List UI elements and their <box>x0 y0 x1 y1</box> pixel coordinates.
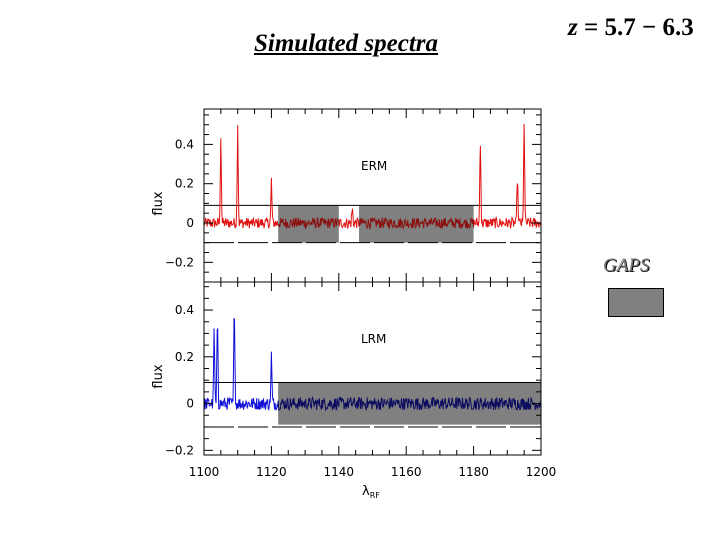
x-tick-label: 1120 <box>256 465 287 479</box>
x-axis-label-subscript: RF <box>370 491 381 500</box>
gaps-legend-swatch <box>608 288 664 317</box>
y-tick-label-top: 0.4 <box>175 137 194 151</box>
spectrum-line-top-3 <box>358 216 475 231</box>
y-axis-label-top: flux <box>151 191 166 215</box>
redshift-variable: z <box>568 14 578 41</box>
y-tick-label-top: 0 <box>186 216 194 230</box>
redshift-range-label: z = 5.7 − 6.3 <box>568 14 694 42</box>
plot-frame-bottom <box>203 281 542 456</box>
panel-annotation-top: ERM <box>361 159 387 173</box>
chart-panel-top: −0.2 0 0.2 0.4 flux ERM <box>151 108 542 283</box>
chart-panel-bottom: −0.2 0 0.2 0.4 flux LRM 1100 1120 1140 1160 1180 12… <box>151 281 557 500</box>
y-axis-label-bottom: flux <box>151 364 166 388</box>
y-tick-label-top: 0.2 <box>175 177 194 191</box>
spectrum-line-bottom-1 <box>277 395 542 412</box>
y-tick-label-bottom: −0.2 <box>165 443 194 457</box>
redshift-range-value: = 5.7 − 6.3 <box>577 14 694 41</box>
gaps-legend-label: GAPS <box>603 255 650 276</box>
plot-frame-top <box>203 108 542 283</box>
y-tick-label-bottom: 0.4 <box>175 303 194 317</box>
x-axis-label: λRF <box>362 484 380 500</box>
y-tick-label-bottom: 0.2 <box>175 350 194 364</box>
x-tick-label: 1100 <box>189 465 220 479</box>
spectrum-line-top-4 <box>473 123 542 229</box>
x-tick-label: 1160 <box>391 465 422 479</box>
spectrum-line-top-1 <box>277 216 340 230</box>
y-tick-label-top: −0.2 <box>165 255 194 269</box>
spectrum-line-bottom-0 <box>203 317 279 412</box>
y-tick-label-bottom: 0 <box>186 397 194 411</box>
slide-title: Simulated spectra <box>254 30 439 57</box>
x-tick-label: 1180 <box>458 465 489 479</box>
x-tick-label: 1200 <box>526 465 557 479</box>
spectrum-line-top-0 <box>203 125 279 229</box>
spectrum-line-top-2 <box>338 208 360 230</box>
x-tick-label: 1140 <box>324 465 355 479</box>
panel-annotation-bottom: LRM <box>361 332 386 346</box>
